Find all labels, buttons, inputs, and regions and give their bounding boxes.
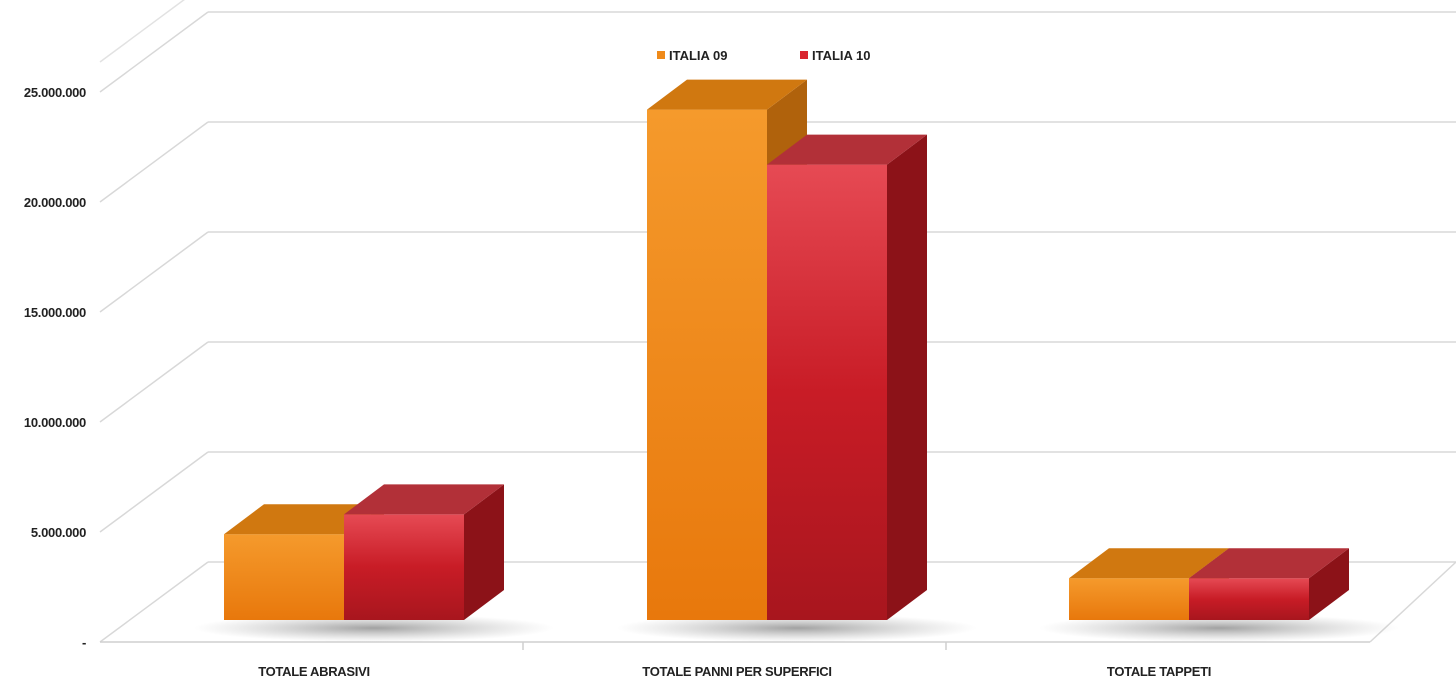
- legend-label: ITALIA 09: [669, 48, 728, 63]
- bar-side: [1309, 548, 1349, 620]
- y-tick-label: 15.000.000: [24, 305, 86, 320]
- bar: [647, 109, 767, 620]
- legend: ITALIA 09 ITALIA 10: [657, 48, 871, 63]
- bar-top: [1069, 548, 1229, 579]
- gridline-side: [99, 121, 209, 203]
- bar-shadow: [194, 614, 554, 642]
- x-axis-labels: TOTALE ABRASIVI TOTALE PANNI PER SUPERFIC…: [258, 664, 1211, 678]
- x-tick-label: TOTALE ABRASIVI: [258, 664, 370, 678]
- bar-shadow: [617, 614, 977, 642]
- bar: [224, 534, 344, 620]
- legend-swatch: [800, 51, 808, 59]
- bar-top: [1189, 548, 1349, 579]
- bars-layer: [224, 79, 1349, 621]
- bar: [1189, 578, 1309, 620]
- legend-swatch: [657, 51, 665, 59]
- axis-layer: - 5.000.000 10.000.000 15.000.000 20.000.000…: [24, 85, 86, 650]
- bar: [767, 164, 887, 620]
- y-tick-label: 5.000.000: [31, 525, 86, 540]
- bar-shadow: [1039, 614, 1399, 642]
- bar: [1069, 578, 1189, 620]
- y-tick-label: 10.000.000: [24, 415, 86, 430]
- bar-top: [647, 79, 807, 110]
- shadow-layer: [194, 614, 1399, 642]
- bar-side: [464, 484, 504, 620]
- gridline-side: [99, 0, 185, 63]
- gridline-side: [99, 341, 209, 423]
- gridline-side: [99, 11, 209, 93]
- bar-side: [887, 134, 927, 620]
- bar: [344, 514, 464, 620]
- legend-label: ITALIA 10: [812, 48, 871, 63]
- bar-top: [344, 484, 504, 515]
- gridline-side: [99, 231, 209, 313]
- y-tick-label: 20.000.000: [24, 195, 86, 210]
- bar-top: [767, 134, 927, 165]
- x-tick-label: TOTALE TAPPETI: [1107, 664, 1211, 678]
- gridline-side: [99, 451, 209, 533]
- x-tick-label: TOTALE PANNI PER SUPERFICI: [642, 664, 831, 678]
- y-tick-label: 25.000.000: [24, 85, 86, 100]
- gridline-side: [99, 561, 209, 643]
- y-tick-label: -: [82, 635, 86, 650]
